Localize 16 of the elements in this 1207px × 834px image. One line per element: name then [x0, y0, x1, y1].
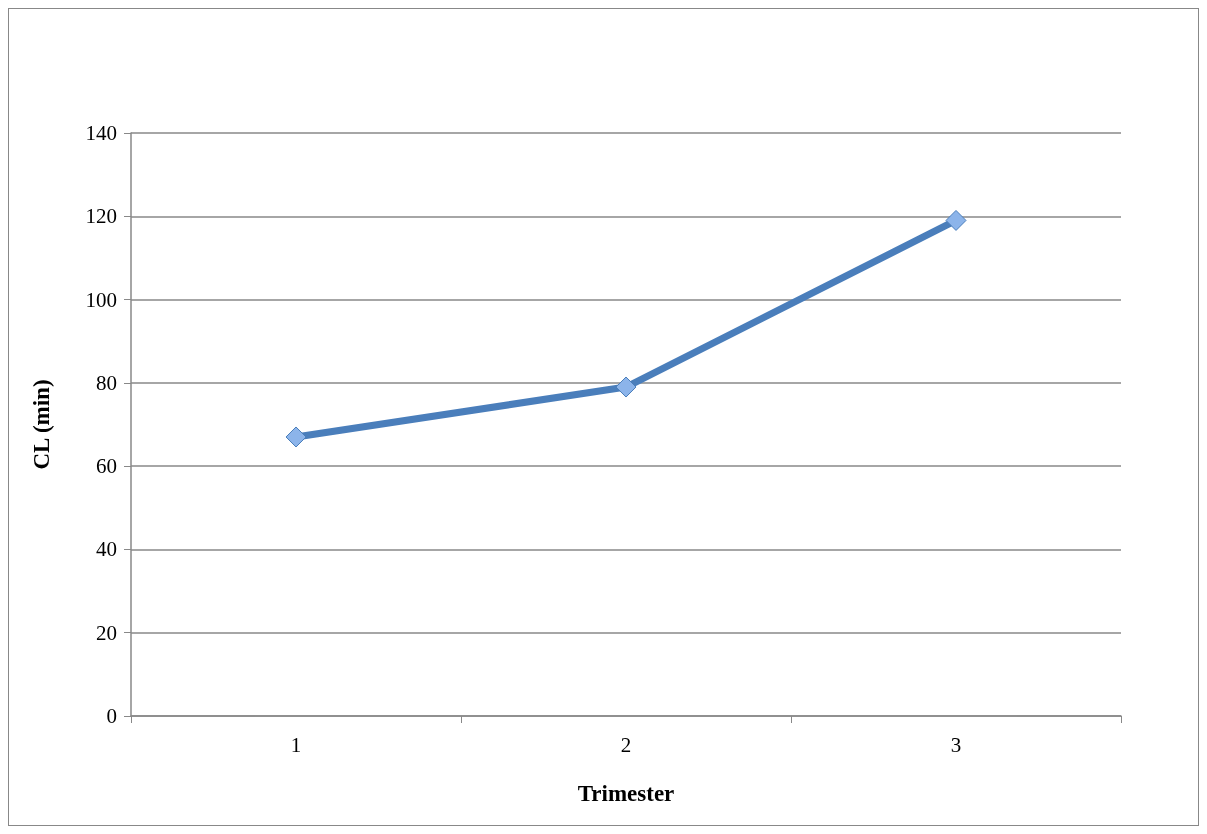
x-tick-label: 3 [950, 732, 962, 757]
y-tick-label: 120 [85, 204, 117, 229]
x-tick-label: 1 [290, 732, 302, 757]
point [945, 209, 967, 231]
y-tick-label: 60 [96, 454, 117, 479]
y-tick-label: 40 [96, 537, 117, 562]
y-tick-label: 100 [85, 287, 117, 312]
y-tick-label: 140 [85, 121, 117, 145]
x-tick-label: 2 [620, 732, 632, 757]
y-tick-label: 20 [96, 620, 117, 645]
x-axis-title: Trimester [577, 781, 675, 806]
y-axis-title: CL (min) [29, 379, 54, 470]
y-tick-label: 80 [96, 370, 117, 395]
point [285, 426, 307, 448]
point [615, 376, 637, 398]
y-tick-label: 0 [106, 704, 117, 728]
